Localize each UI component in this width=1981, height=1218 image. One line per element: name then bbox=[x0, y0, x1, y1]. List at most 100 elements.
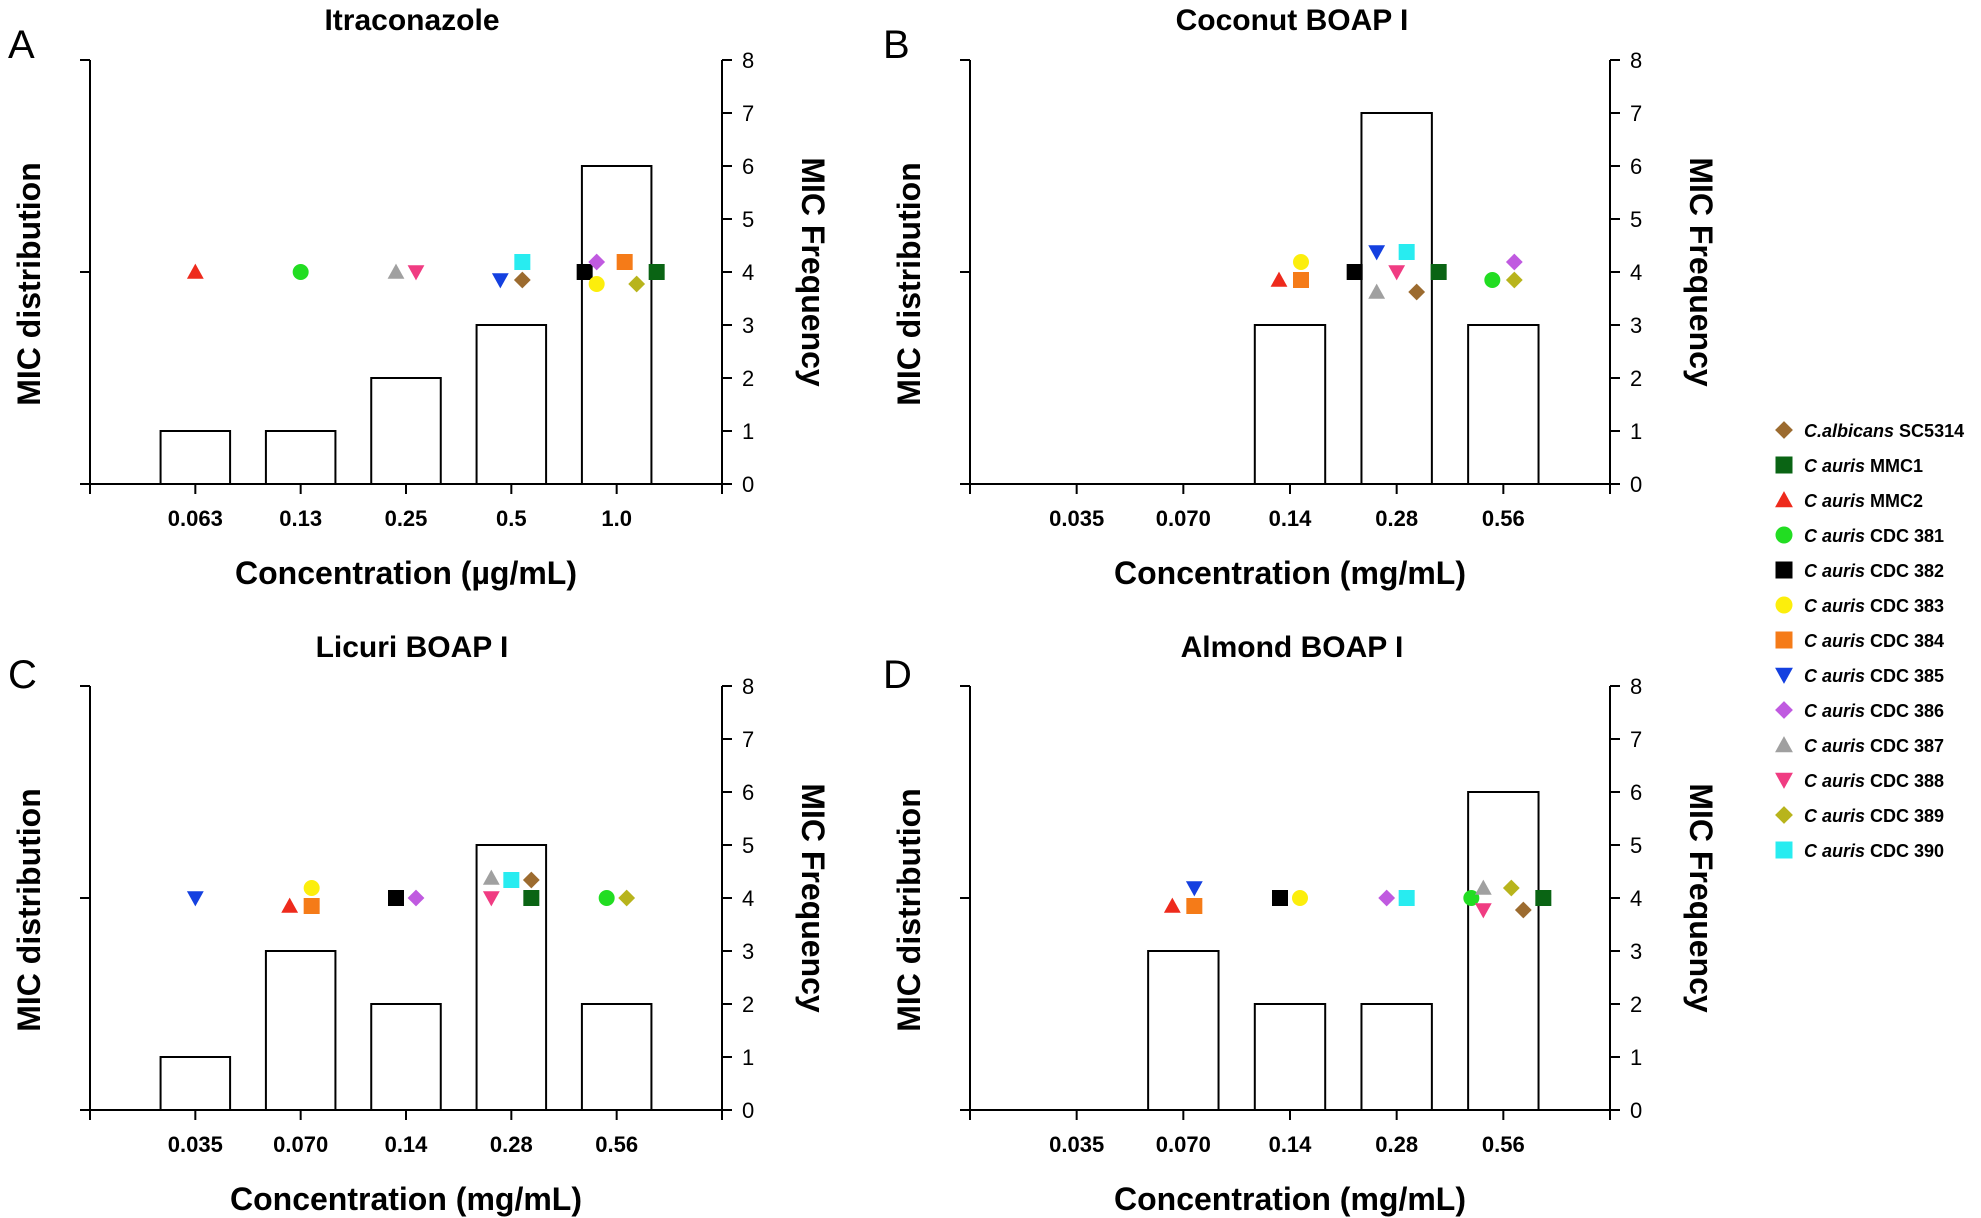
x-tick-label: 0.56 bbox=[595, 1132, 638, 1157]
bar-0.070 bbox=[264, 950, 337, 1111]
x-tick-label: 0.56 bbox=[1482, 1132, 1525, 1157]
right-tick-label: 4 bbox=[742, 260, 754, 285]
strain-marker-cdc389 bbox=[628, 275, 646, 293]
right-tick-label: 6 bbox=[742, 780, 754, 805]
y-axis-label-right: MIC Frequency bbox=[795, 783, 831, 1013]
right-tick-label: 5 bbox=[1630, 207, 1642, 232]
x-tick-label: 0.14 bbox=[1269, 1132, 1313, 1157]
strain-marker-cdc382 bbox=[576, 264, 593, 280]
strain-marker-sc5314 bbox=[513, 271, 531, 289]
bar-0.28 bbox=[475, 844, 548, 1111]
legend-strain: CDC 385 bbox=[1865, 666, 1944, 686]
strain-marker-cdc384 bbox=[303, 898, 320, 914]
strain-marker-sc5314 bbox=[522, 871, 540, 889]
right-tick-label: 5 bbox=[1630, 833, 1642, 858]
y-axis-label-right: MIC Frequency bbox=[1683, 157, 1719, 387]
right-tick-label: 0 bbox=[1630, 1098, 1642, 1123]
strain-marker-cdc385 bbox=[1185, 881, 1203, 897]
x-tick-label: 0.5 bbox=[496, 506, 527, 531]
legend-label-cdc388: C auris CDC 388 bbox=[1804, 771, 1944, 791]
bar-0.14 bbox=[370, 1003, 442, 1111]
panel-letter: C bbox=[8, 653, 37, 697]
strain-marker-mmc2 bbox=[186, 263, 204, 279]
y-axis-label-right: MIC Frequency bbox=[1683, 783, 1719, 1013]
strain-marker-cdc383 bbox=[588, 276, 605, 292]
legend-species: C auris bbox=[1804, 771, 1865, 791]
strain-marker-cdc386 bbox=[1378, 889, 1396, 907]
right-tick-label: 1 bbox=[1630, 419, 1642, 444]
x-tick-label: 0.035 bbox=[1049, 1132, 1104, 1157]
legend-label-cdc386: C auris CDC 386 bbox=[1804, 701, 1944, 721]
legend-marker-cdc388 bbox=[1775, 772, 1793, 789]
x-tick-label: 0.14 bbox=[1269, 506, 1313, 531]
x-tick-label: 0.28 bbox=[490, 1132, 533, 1157]
panel-C: C Licuri BOAP I 0 1 2 3 4 5 6 7 8 0.035 0.070 0.14 0.2… bbox=[8, 631, 831, 1217]
right-tick-label: 4 bbox=[1630, 260, 1642, 285]
legend-species: C auris bbox=[1804, 736, 1865, 756]
legend-label-sc5314: C.albicans SC5314 bbox=[1804, 421, 1964, 441]
legend-species: C auris bbox=[1804, 491, 1865, 511]
right-tick-label: 2 bbox=[1630, 366, 1642, 391]
right-tick-label: 3 bbox=[742, 313, 754, 338]
strain-marker-cdc382 bbox=[388, 890, 404, 906]
panel-letter: A bbox=[8, 23, 35, 67]
right-tick-label: 7 bbox=[1630, 101, 1642, 126]
strain-marker-cdc381 bbox=[292, 264, 309, 280]
right-tick-label: 5 bbox=[742, 833, 754, 858]
right-tick-label: 8 bbox=[742, 48, 754, 73]
right-tick-label: 3 bbox=[1630, 313, 1642, 338]
legend-marker-mmc2 bbox=[1775, 491, 1793, 508]
strain-marker-cdc389 bbox=[1502, 879, 1520, 897]
legend-strain: CDC 386 bbox=[1865, 701, 1944, 721]
right-tick-label: 1 bbox=[742, 419, 754, 444]
y-axis-label-left: MIC distribution bbox=[11, 162, 47, 406]
legend-species: C auris bbox=[1804, 666, 1865, 686]
bar-0.070 bbox=[1147, 950, 1220, 1111]
strain-marker-cdc388 bbox=[1388, 265, 1406, 281]
strain-marker-cdc381 bbox=[1484, 272, 1501, 288]
x-tick-label: 1.0 bbox=[601, 506, 632, 531]
strain-marker-mmc2 bbox=[1270, 271, 1288, 287]
legend-species: C auris bbox=[1804, 561, 1865, 581]
right-tick-label: 7 bbox=[1630, 727, 1642, 752]
strain-marker-cdc382 bbox=[1346, 264, 1363, 280]
legend-marker-cdc390 bbox=[1775, 841, 1793, 859]
legend-label-cdc384: C auris CDC 384 bbox=[1804, 631, 1944, 651]
strain-marker-cdc384 bbox=[1293, 272, 1309, 288]
y-axis-label-right: MIC Frequency bbox=[795, 157, 831, 387]
x-tick-label: 0.28 bbox=[1375, 506, 1418, 531]
right-tick-label: 8 bbox=[1630, 674, 1642, 699]
right-tick-label: 8 bbox=[742, 674, 754, 699]
strain-marker-mmc2 bbox=[1163, 897, 1181, 913]
legend-strain: CDC 382 bbox=[1865, 561, 1944, 581]
x-tick-label: 0.070 bbox=[1156, 1132, 1211, 1157]
x-axis-label: Concentration (mg/mL) bbox=[1114, 1181, 1466, 1217]
legend-species: C auris bbox=[1804, 841, 1865, 861]
strain-marker-mmc1 bbox=[648, 264, 665, 280]
strain-marker-cdc390 bbox=[503, 872, 520, 888]
legend-species: C auris bbox=[1804, 806, 1865, 826]
right-tick-label: 2 bbox=[742, 366, 754, 391]
x-tick-label: 0.035 bbox=[168, 1132, 223, 1157]
panel-B: B Coconut BOAP I 0 1 2 3 4 5 6 7 8 0.035 0.070 0.14 0.… bbox=[883, 4, 1719, 591]
legend-strain: CDC 384 bbox=[1865, 631, 1944, 651]
legend-strain: CDC 381 bbox=[1865, 526, 1944, 546]
right-tick-label: 0 bbox=[742, 1098, 754, 1123]
legend-marker-cdc383 bbox=[1775, 596, 1793, 614]
x-tick-label: 0.035 bbox=[1049, 506, 1104, 531]
right-tick-label: 7 bbox=[742, 101, 754, 126]
chart-title: Itraconazole bbox=[324, 4, 499, 37]
legend-species: C auris bbox=[1804, 526, 1865, 546]
x-tick-label: 0.25 bbox=[385, 506, 428, 531]
legend-marker-cdc387 bbox=[1775, 736, 1793, 753]
chart-title: Licuri BOAP I bbox=[316, 631, 509, 664]
strain-marker-mmc2 bbox=[281, 897, 299, 913]
strain-marker-cdc389 bbox=[618, 889, 636, 907]
legend-species: C auris bbox=[1804, 631, 1865, 651]
strain-marker-cdc387 bbox=[387, 263, 405, 279]
x-tick-label: 0.56 bbox=[1482, 506, 1525, 531]
legend-strain: MMC1 bbox=[1865, 456, 1923, 476]
strain-marker-cdc390 bbox=[514, 254, 531, 270]
strain-marker-cdc384 bbox=[616, 254, 633, 270]
